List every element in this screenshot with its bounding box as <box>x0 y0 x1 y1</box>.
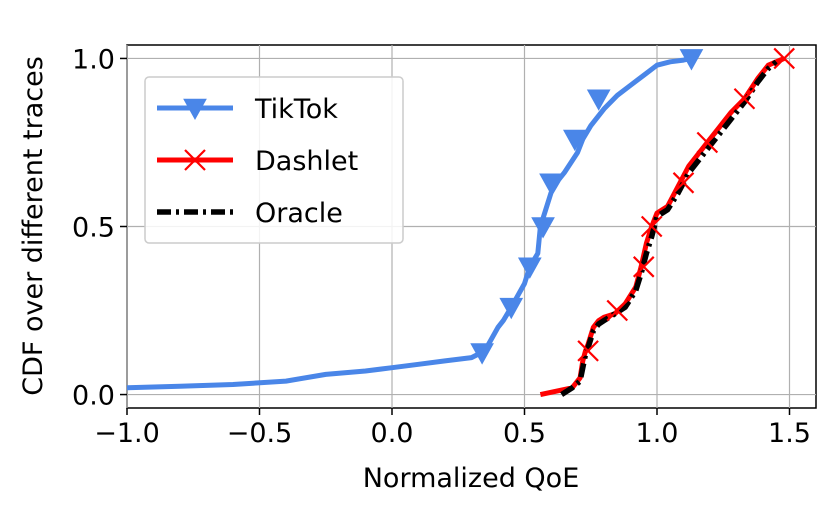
series-markers <box>470 47 795 365</box>
tiktok-marker <box>539 173 563 195</box>
legend-oracle-label: Oracle <box>255 198 343 229</box>
legend-dashlet-marker <box>184 149 206 171</box>
dashlet-marker <box>773 47 795 70</box>
tiktok-marker <box>531 217 555 239</box>
tiktok-marker <box>517 257 542 279</box>
dashlet-marker <box>632 256 655 278</box>
y-tick-label: 0.0 <box>72 381 115 412</box>
y-tick-label: 0.5 <box>72 213 115 244</box>
x-axis-label: Normalized QoE <box>363 463 580 494</box>
x-tick-label: 1.0 <box>636 418 679 449</box>
legend-tiktok-marker <box>183 98 207 121</box>
dashlet-marker <box>696 131 719 154</box>
x-tick-label: 1.5 <box>768 418 811 449</box>
y-axis-ticks: 0.0 0.5 1.0 <box>72 44 127 412</box>
legend: TikTok Dashlet Oracle <box>144 76 404 244</box>
x-tick-label: 0.5 <box>503 418 546 449</box>
legend-box <box>144 76 404 244</box>
x-tick-label: 0.0 <box>371 418 414 449</box>
x-axis-ticks: −1.0 −0.5 0.0 0.5 1.0 1.5 <box>94 408 811 449</box>
oracle-line <box>560 59 779 397</box>
tiktok-marker <box>470 343 494 365</box>
dashlet-marker <box>672 172 695 194</box>
tiktok-marker <box>499 297 524 320</box>
dashlet-marker <box>640 215 663 238</box>
dashlet-marker <box>606 299 629 322</box>
x-tick-label: −1.0 <box>94 418 160 449</box>
tiktok-marker <box>679 49 704 71</box>
tiktok-marker <box>563 129 587 152</box>
dashlet-marker <box>733 87 756 110</box>
x-tick-label: −0.5 <box>227 418 293 449</box>
y-tick-label: 1.0 <box>72 44 115 75</box>
y-axis-label: CDF over different traces <box>18 56 49 396</box>
dashlet-marker <box>577 340 599 362</box>
legend-tiktok-label: TikTok <box>254 94 338 125</box>
tiktok-line <box>126 55 692 391</box>
legend-dashlet-label: Dashlet <box>255 146 358 177</box>
tiktok-marker <box>586 89 611 111</box>
